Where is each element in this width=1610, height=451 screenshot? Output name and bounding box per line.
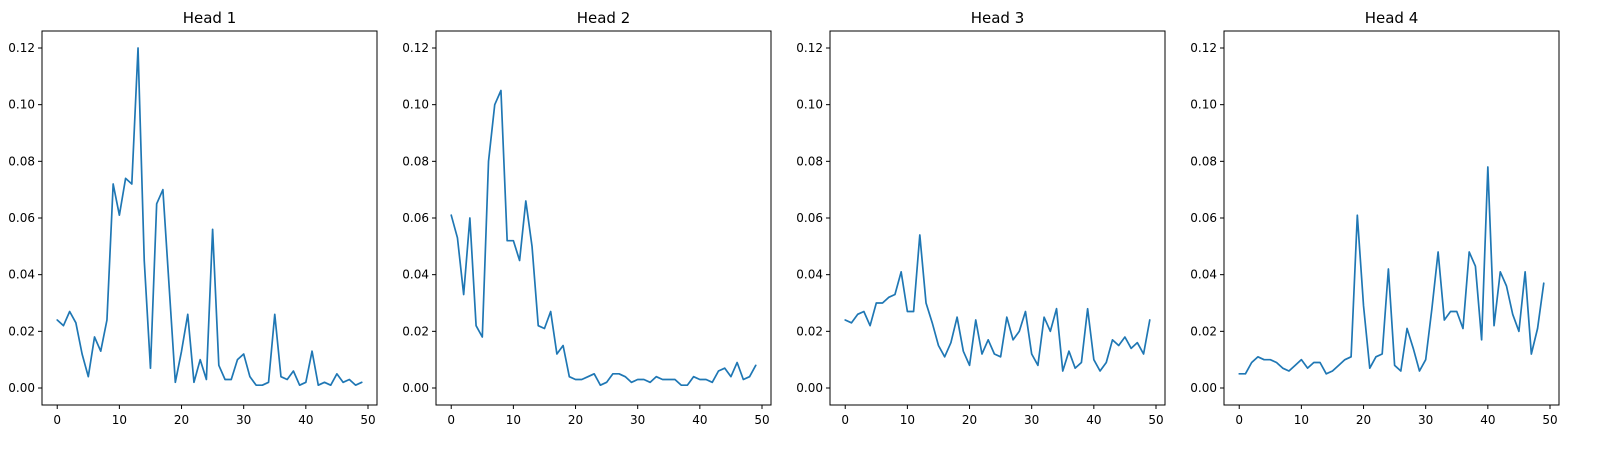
y-tick-label: 0.02: [1190, 324, 1217, 338]
y-tick-label: 0.02: [796, 324, 823, 338]
x-tick-label: 20: [1356, 413, 1371, 427]
x-tick-label: 50: [1148, 413, 1163, 427]
subplot-1: Head 1 0.00 0.02 0.04 0.06 0.08 0.10 0.12 0 10 20 3…: [8, 9, 378, 427]
x-tick-label: 50: [754, 413, 769, 427]
series-line: [1238, 166, 1545, 375]
y-tick-label: 0.12: [1190, 41, 1217, 55]
plot-frame: [829, 30, 1166, 406]
x-tick-label: 10: [506, 413, 521, 427]
y-tick-label: 0.04: [1190, 268, 1217, 282]
y-tick-label: 0.12: [402, 41, 429, 55]
y-tick-label: 0.00: [402, 381, 429, 395]
x-tick-label: 40: [1480, 413, 1495, 427]
subplot-title: Head 2: [577, 9, 631, 27]
y-tick-label: 0.10: [1190, 98, 1217, 112]
y-tick-label: 0.04: [402, 268, 429, 282]
x-tick-label: 40: [1086, 413, 1101, 427]
y-tick-label: 0.02: [8, 324, 35, 338]
series-line: [450, 89, 757, 387]
x-tick-label: 30: [236, 413, 251, 427]
series-line: [56, 47, 363, 387]
x-tick-label: 10: [112, 413, 127, 427]
series-line: [844, 234, 1151, 372]
y-tick-label: 0.02: [402, 324, 429, 338]
subplot-3: Head 3 0.00 0.02 0.04 0.06 0.08 0.10 0.12 0 10 20 3…: [796, 9, 1166, 427]
y-tick-label: 0.08: [796, 154, 823, 168]
x-tick-label: 30: [630, 413, 645, 427]
x-tick-label: 40: [692, 413, 707, 427]
x-tick-label: 20: [962, 413, 977, 427]
plot-frame: [435, 30, 772, 406]
y-tick-label: 0.10: [8, 98, 35, 112]
x-tick-label: 20: [568, 413, 583, 427]
y-tick-label: 0.08: [402, 154, 429, 168]
y-tick-label: 0.10: [796, 98, 823, 112]
x-tick-label: 30: [1024, 413, 1039, 427]
y-tick-label: 0.06: [8, 211, 35, 225]
y-tick-label: 0.00: [1190, 381, 1217, 395]
x-tick-label: 10: [900, 413, 915, 427]
y-tick-label: 0.04: [796, 268, 823, 282]
x-tick-label: 30: [1418, 413, 1433, 427]
subplot-title: Head 3: [971, 9, 1025, 27]
x-tick-label: 0: [841, 413, 849, 427]
subplot-title: Head 4: [1365, 9, 1419, 27]
y-tick-label: 0.12: [8, 41, 35, 55]
y-tick-label: 0.04: [8, 268, 35, 282]
plot-frame: [1223, 30, 1560, 406]
y-tick-label: 0.10: [402, 98, 429, 112]
x-tick-label: 50: [360, 413, 375, 427]
y-tick-label: 0.00: [796, 381, 823, 395]
y-tick-label: 0.06: [1190, 211, 1217, 225]
x-tick-label: 0: [53, 413, 61, 427]
x-tick-label: 50: [1542, 413, 1557, 427]
x-tick-label: 0: [447, 413, 455, 427]
y-tick-label: 0.00: [8, 381, 35, 395]
subplot-title: Head 1: [183, 9, 237, 27]
y-tick-label: 0.08: [1190, 154, 1217, 168]
y-tick-label: 0.06: [402, 211, 429, 225]
plot-frame: [41, 30, 378, 406]
subplot-4: Head 4 0.00 0.02 0.04 0.06 0.08 0.10 0.12 0 10 20 3…: [1190, 9, 1560, 427]
x-tick-label: 10: [1294, 413, 1309, 427]
x-tick-label: 20: [174, 413, 189, 427]
x-tick-label: 0: [1235, 413, 1243, 427]
y-tick-label: 0.12: [796, 41, 823, 55]
subplot-2: Head 2 0.00 0.02 0.04 0.06 0.08 0.10 0.12 0 10 20 3…: [402, 9, 772, 427]
y-tick-label: 0.08: [8, 154, 35, 168]
x-tick-label: 40: [298, 413, 313, 427]
y-tick-label: 0.06: [796, 211, 823, 225]
